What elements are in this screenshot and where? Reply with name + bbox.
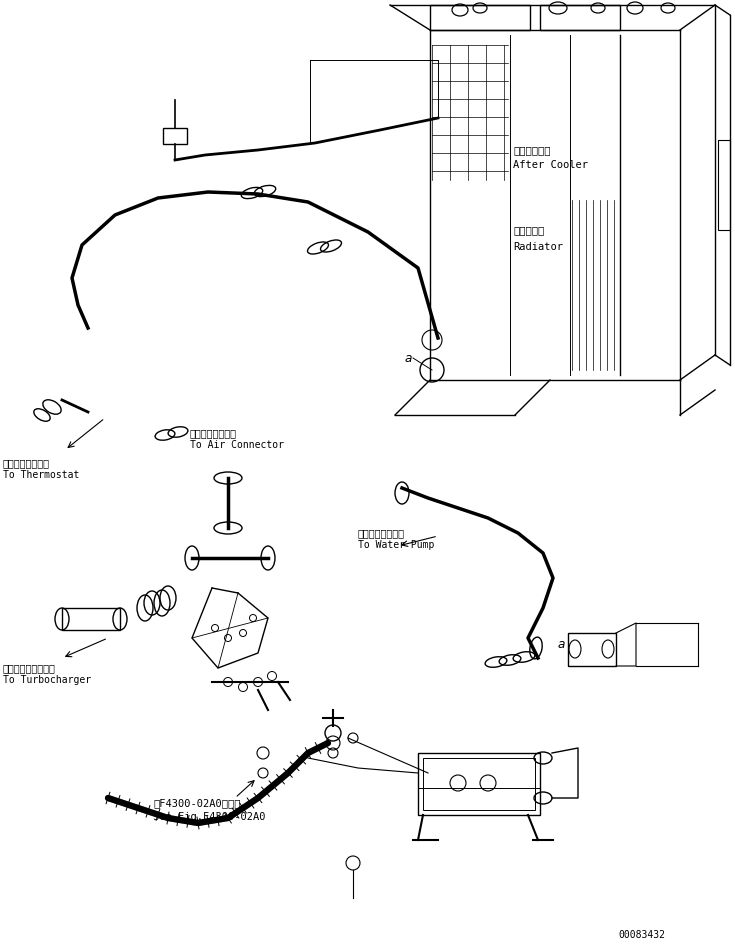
Text: ウォータポンプヘ: ウォータポンプヘ <box>358 528 405 538</box>
Bar <box>568 633 616 666</box>
Text: To Water Pump: To Water Pump <box>358 540 434 550</box>
Text: Radiator: Radiator <box>513 242 563 252</box>
Text: 第F4300-02A0図参照: 第F4300-02A0図参照 <box>153 798 240 808</box>
Bar <box>430 5 530 30</box>
Text: サーモスタットヘ: サーモスタットヘ <box>3 458 50 468</box>
Text: After Cooler: After Cooler <box>513 160 588 170</box>
Bar <box>62 608 120 630</box>
Text: 00083432: 00083432 <box>618 930 665 940</box>
Text: ラジエータ: ラジエータ <box>513 225 544 235</box>
Text: To Turbocharger: To Turbocharger <box>3 675 91 685</box>
Bar <box>540 5 620 30</box>
Text: To Air Connector: To Air Connector <box>190 440 284 450</box>
Bar <box>163 128 187 144</box>
Text: See Fig.F4300-02A0: See Fig.F4300-02A0 <box>153 812 265 822</box>
Text: a: a <box>405 352 412 365</box>
Bar <box>418 753 540 815</box>
Text: ターボチャージャヘ: ターボチャージャヘ <box>3 663 56 673</box>
Bar <box>423 758 535 810</box>
Text: To Thermostat: To Thermostat <box>3 470 79 480</box>
Text: a: a <box>558 638 565 651</box>
Text: エアーコネクタヘ: エアーコネクタヘ <box>190 428 237 438</box>
Text: アフタクーラ: アフタクーラ <box>513 145 551 155</box>
Bar <box>718 140 730 230</box>
